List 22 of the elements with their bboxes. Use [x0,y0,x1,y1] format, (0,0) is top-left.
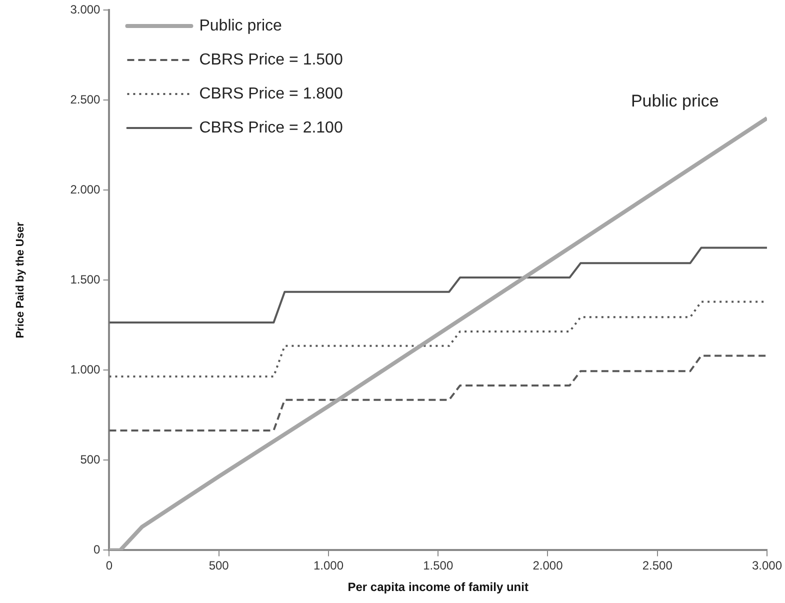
x-tick-label: 2.500 [642,558,673,573]
y-tick-label: 1.000 [70,362,101,377]
x-tick-label: 1.000 [313,558,344,573]
y-axis-title: Price Paid by the User [14,221,27,338]
line-series [109,354,767,432]
x-tick-label: 0 [106,558,113,573]
y-tick-label: 3.000 [70,2,101,17]
y-tick-label: 2.000 [70,182,101,197]
x-tick-label: 500 [208,558,230,573]
y-tick-label: 2.500 [70,92,101,107]
legend-label: CBRS Price = 2.100 [199,119,343,136]
legend-label: CBRS Price = 1.500 [199,51,343,68]
x-tick-label: 3.000 [752,558,782,573]
x-axis-title: Per capita income of family unit [348,580,528,594]
legend-label: Public price [199,17,282,34]
x-tick-label: 2.000 [532,558,564,573]
x-tick-label: 1.500 [423,558,454,573]
legend-label: CBRS Price = 1.800 [199,85,343,102]
y-tick-label: 1.500 [70,272,101,287]
annotation: Public price [630,92,719,111]
y-tick-label: 500 [80,452,101,467]
y-tick-label: 0 [94,542,101,557]
